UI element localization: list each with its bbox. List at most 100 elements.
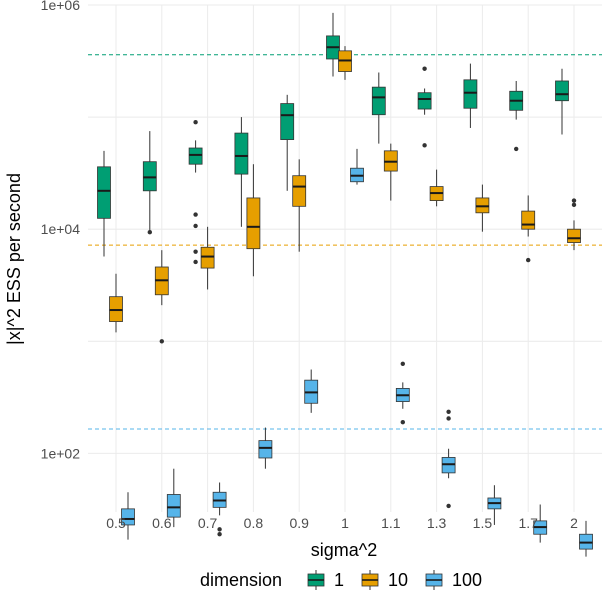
box-dim-10-sigma-0.9 xyxy=(292,159,307,252)
outlier-point xyxy=(514,146,519,152)
x-tick-label: 0.9 xyxy=(289,515,309,531)
legend-label: 1 xyxy=(334,570,344,590)
box-dim-100-sigma-0.7 xyxy=(212,482,227,537)
outlier-point xyxy=(217,527,222,532)
box-dim-1-sigma-0.6 xyxy=(142,131,157,235)
box-iqr xyxy=(142,161,157,192)
x-tick-label: 1.7 xyxy=(518,515,538,531)
y-tick-label: 1e+06 xyxy=(41,0,81,13)
reference-lines xyxy=(88,54,602,430)
box-iqr xyxy=(97,166,111,219)
box-dim-100-sigma-0.5 xyxy=(121,492,135,540)
box-dim-10-sigma-0.5 xyxy=(109,273,123,333)
box-iqr xyxy=(463,79,478,109)
box-dim-1-sigma-0.9 xyxy=(280,94,295,191)
x-tick-label: 1.5 xyxy=(473,515,493,531)
boxplot-boxes xyxy=(97,12,593,557)
outlier-point xyxy=(422,143,427,148)
legend: dimension 1 10 100 xyxy=(200,570,482,590)
outlier-point xyxy=(400,419,405,425)
box-dim-1-sigma-0.8 xyxy=(234,117,249,227)
box-iqr xyxy=(292,175,307,207)
box-iqr xyxy=(417,92,432,110)
box-dim-100-sigma-2 xyxy=(579,520,593,557)
box-dim-1-sigma-1.3 xyxy=(417,66,432,148)
box-dim-10-sigma-0.6 xyxy=(154,250,169,344)
box-iqr xyxy=(521,210,536,230)
outlier-point xyxy=(422,66,427,71)
outlier-point xyxy=(159,339,164,344)
outlier-point xyxy=(193,223,198,229)
box-dim-100-sigma-1.1 xyxy=(395,361,410,425)
outlier-point xyxy=(571,202,577,208)
box-dim-1-sigma-1.7 xyxy=(509,80,524,152)
outlier-point xyxy=(526,257,531,263)
box-dim-100-sigma-0.6 xyxy=(166,468,181,528)
box-dim-10-sigma-1.7 xyxy=(521,195,536,263)
outlier-point xyxy=(193,120,198,125)
box-dim-10-sigma-1 xyxy=(338,46,352,80)
outlier-point xyxy=(446,409,451,414)
x-tick-label: 0.6 xyxy=(152,515,172,531)
box-dim-1-sigma-0.5 xyxy=(97,150,111,257)
box-iqr xyxy=(121,508,135,526)
y-tick-label: 1e+02 xyxy=(41,445,81,461)
major-gridlines xyxy=(88,4,602,512)
box-dim-100-sigma-1.7 xyxy=(533,504,548,543)
box-dim-1-sigma-2 xyxy=(555,68,569,135)
box-dim-10-sigma-1.3 xyxy=(429,169,444,207)
box-iqr xyxy=(166,494,181,518)
box-iqr xyxy=(280,103,295,140)
x-tick-label: 0.7 xyxy=(198,515,218,531)
legend-title: dimension xyxy=(200,570,282,590)
box-dim-10-sigma-0.7 xyxy=(200,226,215,290)
box-dim-100-sigma-0.9 xyxy=(304,369,319,413)
legend-label: 10 xyxy=(388,570,408,590)
box-iqr xyxy=(567,228,581,243)
outlier-point xyxy=(446,416,451,421)
x-axis-ticks: 0.5 0.6 0.7 0.8 0.9 1 1.1 1.3 1.5 1.7 2 xyxy=(106,515,578,531)
outlier-point xyxy=(193,212,198,217)
box-dim-1-sigma-0.7 xyxy=(188,120,203,265)
x-tick-label: 1.3 xyxy=(427,515,447,531)
outlier-point xyxy=(193,249,198,254)
box-iqr xyxy=(555,80,569,102)
x-axis-title: sigma^2 xyxy=(311,540,377,560)
box-dim-100-sigma-1.3 xyxy=(441,409,456,509)
box-dim-1-sigma-1 xyxy=(326,12,340,77)
legend-label: 100 xyxy=(452,570,482,590)
outlier-point xyxy=(193,259,198,265)
box-dim-1-sigma-1.1 xyxy=(371,72,386,144)
y-axis-ticks: 1e+02 1e+04 1e+06 xyxy=(41,0,81,461)
box-dim-10-sigma-0.8 xyxy=(246,164,261,277)
box-iqr xyxy=(234,132,249,175)
box-dim-100-sigma-0.8 xyxy=(258,427,273,469)
legend-key-dim-1: 1 xyxy=(307,570,344,590)
x-tick-label: 1 xyxy=(341,515,349,531)
box-dim-1-sigma-1.5 xyxy=(463,63,478,128)
x-tick-label: 1.1 xyxy=(381,515,401,531)
legend-key-dim-10: 10 xyxy=(361,570,408,590)
outlier-point xyxy=(446,503,451,509)
box-dim-100-sigma-1.5 xyxy=(487,485,502,525)
box-dim-10-sigma-2 xyxy=(567,198,581,251)
x-tick-label: 0.8 xyxy=(244,515,264,531)
box-dim-10-sigma-1.5 xyxy=(475,184,490,232)
legend-key-dim-100: 100 xyxy=(425,570,482,590)
outlier-point xyxy=(217,532,222,537)
box-dim-10-sigma-1.1 xyxy=(383,143,398,201)
box-iqr xyxy=(258,440,273,459)
box-iqr xyxy=(200,246,215,269)
outlier-point xyxy=(400,361,405,366)
y-axis-title: |x|^2 ESS per second xyxy=(4,173,24,345)
outlier-point xyxy=(147,230,152,235)
box-iqr xyxy=(188,147,203,165)
x-tick-label: 0.5 xyxy=(106,515,126,531)
box-dim-100-sigma-1 xyxy=(350,148,364,185)
y-tick-label: 1e+04 xyxy=(41,221,81,237)
box-iqr xyxy=(371,86,386,116)
box-iqr xyxy=(246,197,261,250)
x-tick-label: 2 xyxy=(570,515,578,531)
outlier-point xyxy=(571,198,577,203)
